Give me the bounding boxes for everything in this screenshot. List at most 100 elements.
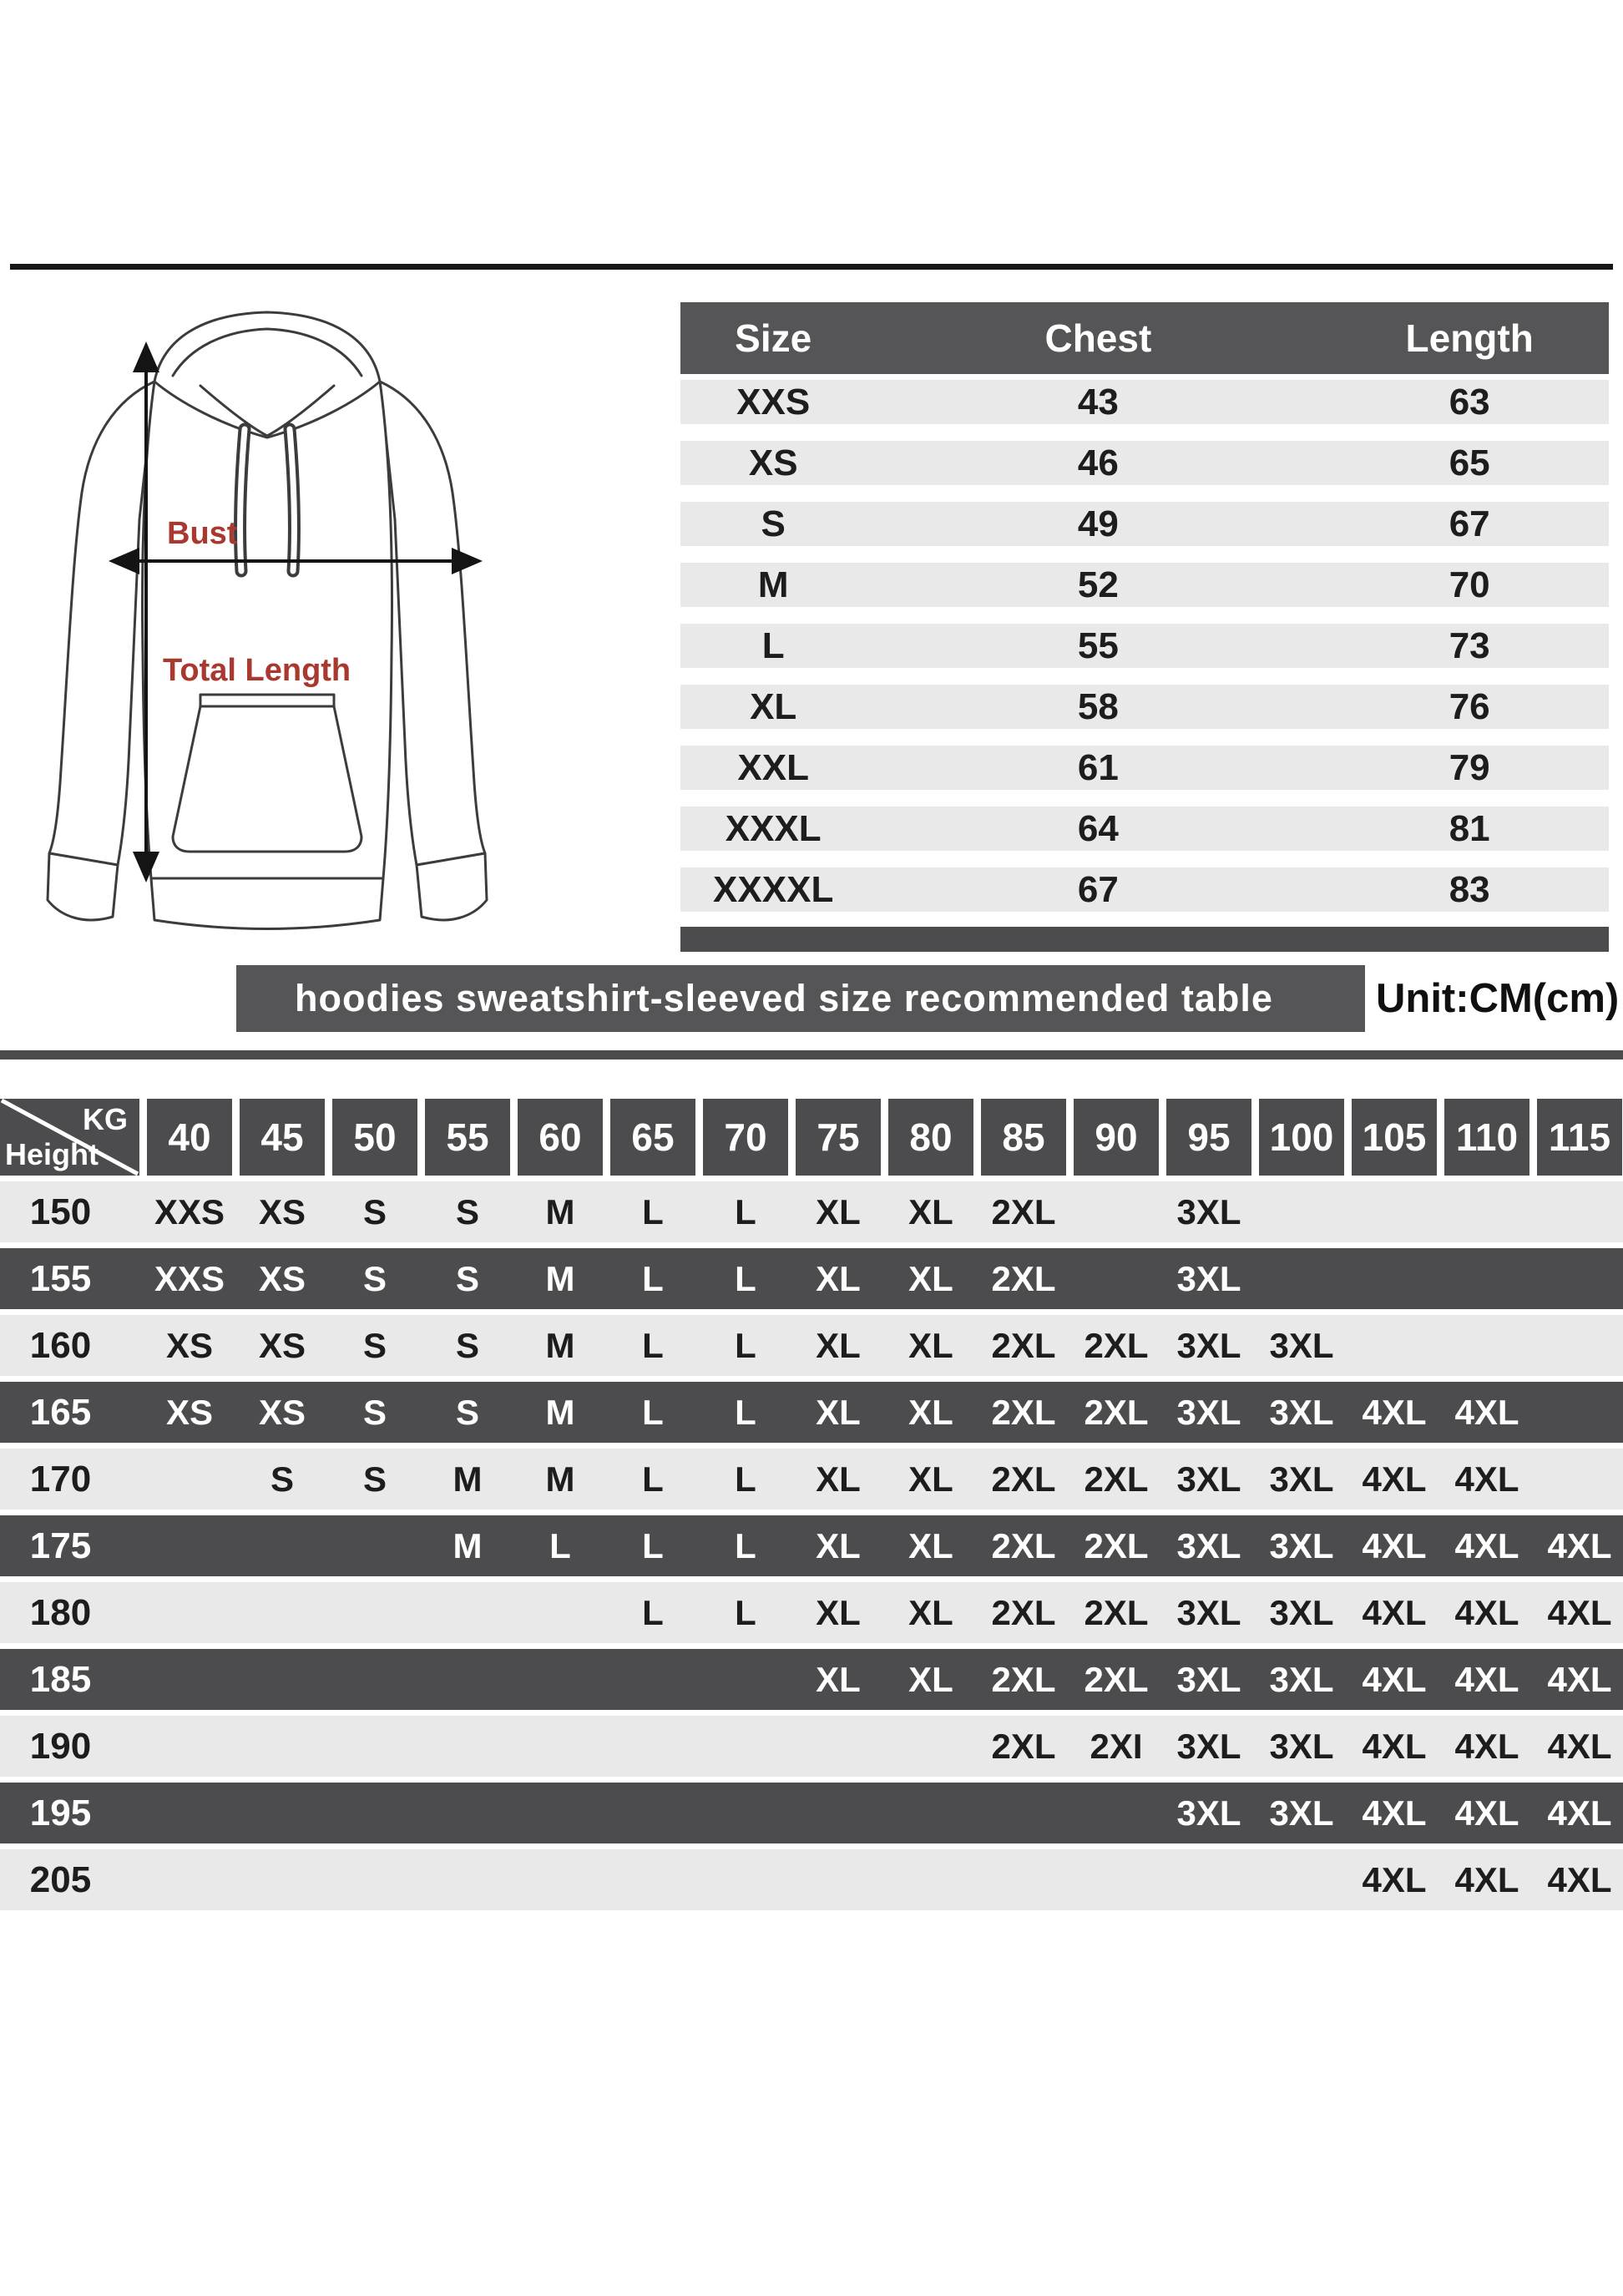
recommended-size-cell: XS: [258, 1191, 306, 1231]
recommended-size-cell: 4XL: [1454, 1392, 1519, 1432]
weight-column-header: 115: [1537, 1099, 1622, 1176]
recommended-size-cell: L: [642, 1392, 664, 1432]
hoodie-outline-icon: [46, 311, 488, 930]
size-table-footer-bar: [680, 927, 1609, 952]
recommended-size-cell: XL: [816, 1525, 861, 1565]
matrix-row: 165 XS XS S S M L L XL XL 2XL 2XL 3XL 3XL 4XL 4XL: [0, 1382, 1623, 1443]
height-row-label: 150: [29, 1191, 92, 1232]
chest-cell: 55: [1077, 625, 1119, 666]
length-cell: 76: [1449, 685, 1490, 727]
recommended-size-cell: XXS: [154, 1191, 225, 1231]
size-measurement-table: Size Chest Length XXS 43 63 XS 46 65 S 49 67 M 52 7…: [680, 302, 1609, 952]
recommended-size-cell: 3XL: [1269, 1392, 1334, 1432]
weight-column-header: 75: [796, 1099, 881, 1176]
weight-column-header: 105: [1352, 1099, 1437, 1176]
recommended-size-cell: 3XL: [1176, 1592, 1241, 1632]
weight-column-header: 45: [240, 1099, 325, 1176]
weight-column-header: 85: [981, 1099, 1066, 1176]
weight-column-header: 95: [1166, 1099, 1251, 1176]
recommended-size-cell: 2XL: [991, 1459, 1056, 1499]
matrix-row: 160 XS XS S S M L L XL XL 2XL 2XL 3XL 3XL: [0, 1315, 1623, 1376]
recommended-size-cell: 4XL: [1362, 1659, 1427, 1699]
height-row-label: 175: [29, 1525, 92, 1566]
recommended-size-cell: 4XL: [1454, 1659, 1519, 1699]
length-cell: 63: [1449, 381, 1490, 422]
matrix-corner-cell: KG Height: [0, 1099, 139, 1176]
recommended-size-cell: M: [545, 1392, 575, 1432]
size-table-row: XXL 61 79: [680, 746, 1609, 790]
recommended-size-cell: S: [362, 1459, 387, 1499]
size-column-header: Size: [735, 316, 812, 360]
height-row-label: 160: [29, 1324, 92, 1366]
recommended-size-cell: 3XL: [1176, 1258, 1241, 1298]
recommended-size-cell: L: [735, 1191, 756, 1231]
size-table-row: XL 58 76: [680, 685, 1609, 729]
recommended-size-cell: XL: [908, 1659, 953, 1699]
recommended-size-cell: XL: [908, 1191, 953, 1231]
recommended-size-cell: S: [455, 1392, 479, 1432]
recommended-size-cell: 2XL: [1084, 1592, 1149, 1632]
size-cell: XXS: [736, 381, 811, 422]
recommended-size-cell: L: [642, 1191, 664, 1231]
length-cell: 73: [1449, 625, 1490, 666]
recommended-size-cell: M: [453, 1525, 483, 1565]
total-length-label: Total Length: [163, 653, 351, 688]
size-table-row: XS 46 65: [680, 441, 1609, 485]
chest-cell: 64: [1077, 807, 1119, 849]
unit-label: Unit:CM(cm): [1376, 976, 1620, 1021]
chest-cell: 58: [1077, 685, 1119, 727]
recommended-size-cell: 3XL: [1176, 1459, 1241, 1499]
matrix-row: 205 4XL 4XL 4XL: [0, 1849, 1623, 1910]
recommended-size-cell: 3XL: [1269, 1459, 1334, 1499]
recommended-size-cell: 3XL: [1269, 1726, 1334, 1766]
banner-title: hoodies sweatshirt-sleeved size recommen…: [295, 977, 1273, 1019]
chest-cell: 67: [1077, 868, 1119, 910]
recommended-size-cell: 2XL: [991, 1525, 1056, 1565]
recommended-size-cell: 4XL: [1547, 1793, 1612, 1833]
weight-column-header: 90: [1074, 1099, 1159, 1176]
recommended-size-cell: L: [735, 1258, 756, 1298]
recommended-size-cell: 3XL: [1269, 1659, 1334, 1699]
size-table-row: L 55 73: [680, 624, 1609, 668]
recommended-size-cell: XL: [908, 1392, 953, 1432]
recommended-size-cell: L: [549, 1525, 571, 1565]
recommended-size-cell: XS: [258, 1258, 306, 1298]
matrix-row: 185 XL XL 2XL 2XL 3XL 3XL 4XL 4XL 4XL: [0, 1649, 1623, 1710]
recommended-size-cell: S: [362, 1191, 387, 1231]
recommended-size-cell: 4XL: [1454, 1793, 1519, 1833]
recommended-size-cell: 4XL: [1362, 1525, 1427, 1565]
recommended-size-cell: XL: [908, 1325, 953, 1365]
recommended-size-cell: L: [642, 1325, 664, 1365]
hoodie-measurement-diagram: Bust Total Length: [29, 302, 505, 953]
diagonal-divider-icon: [0, 1099, 139, 1176]
chest-cell: 49: [1077, 503, 1119, 544]
recommended-size-cell: L: [735, 1392, 756, 1432]
recommended-size-cell: 4XL: [1454, 1592, 1519, 1632]
bust-label: Bust: [167, 516, 238, 551]
recommended-size-cell: M: [545, 1258, 575, 1298]
recommended-size-cell: 3XL: [1176, 1726, 1241, 1766]
recommended-size-cell: 3XL: [1269, 1592, 1334, 1632]
recommended-size-cell: 4XL: [1454, 1459, 1519, 1499]
matrix-row: 175 M L L L XL XL 2XL 2XL 3XL 3XL 4XL 4XL 4XL: [0, 1515, 1623, 1576]
recommended-size-cell: 4XL: [1547, 1859, 1612, 1899]
recommended-size-cell: 3XL: [1269, 1793, 1334, 1833]
chest-column-header: Chest: [1044, 316, 1152, 360]
recommended-size-cell: XL: [816, 1325, 861, 1365]
recommended-size-cell: S: [455, 1258, 479, 1298]
recommended-size-cell: 2XL: [991, 1191, 1056, 1231]
recommended-size-cell: L: [735, 1459, 756, 1499]
corner-height-label: Height: [5, 1137, 99, 1171]
corner-kg-label: KG: [83, 1102, 128, 1136]
recommended-size-cell: S: [270, 1459, 294, 1499]
length-cell: 79: [1449, 746, 1490, 788]
height-row-label: 205: [29, 1859, 92, 1900]
recommended-size-cell: S: [455, 1191, 479, 1231]
recommended-size-cell: XL: [816, 1258, 861, 1298]
chest-cell: 52: [1077, 564, 1119, 605]
matrix-row: 155 XXS XS S S M L L XL XL 2XL 3XL: [0, 1248, 1623, 1309]
recommended-size-cell: L: [735, 1325, 756, 1365]
weight-column-header: 100: [1259, 1099, 1344, 1176]
recommended-size-cell: 4XL: [1547, 1592, 1612, 1632]
